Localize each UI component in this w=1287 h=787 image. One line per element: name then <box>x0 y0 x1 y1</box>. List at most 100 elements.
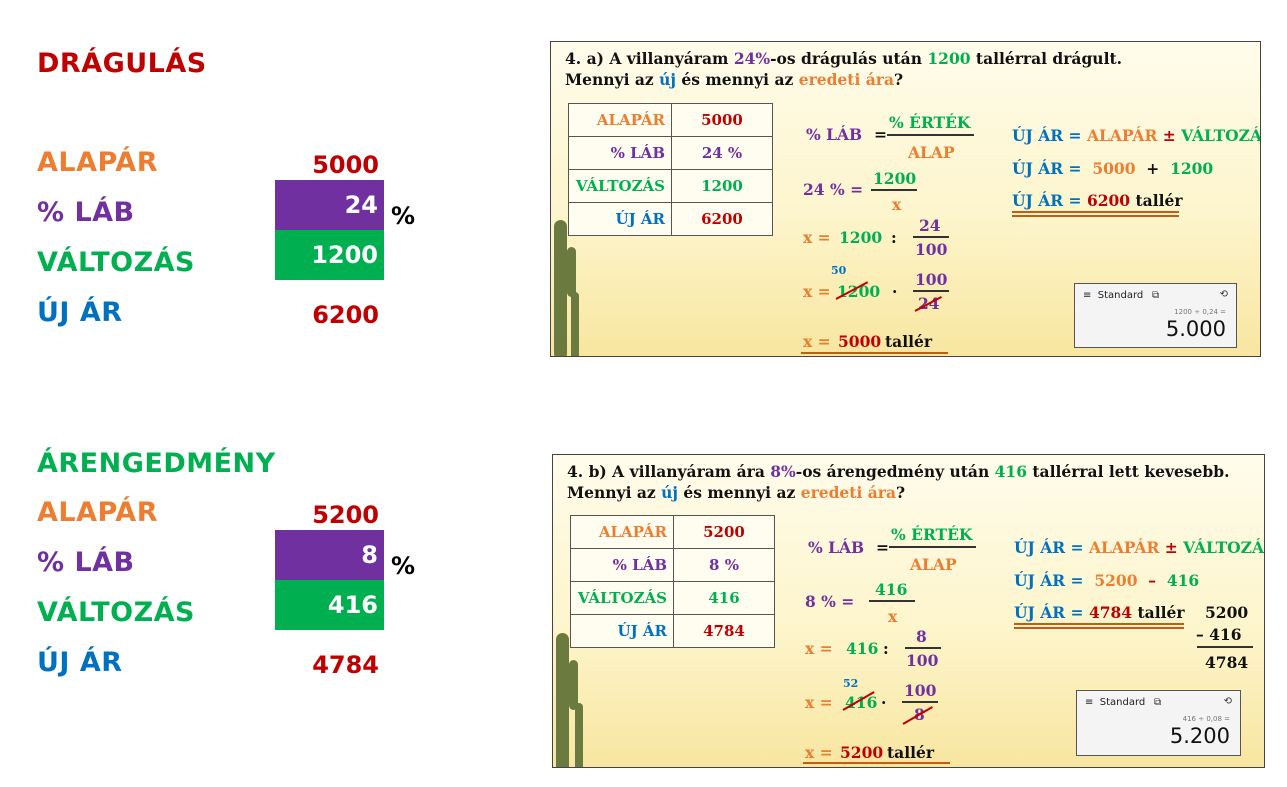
r-pm: ± <box>1164 538 1178 557</box>
eq1-den: x <box>892 195 902 214</box>
table-row: ALAPÁR 5200 <box>570 515 775 549</box>
value-alapar: 5200 <box>312 501 379 529</box>
slide-panel-a: 4. a) A villanyáram 24%-os drágulás után… <box>550 41 1261 357</box>
formula-eq: = <box>874 125 887 144</box>
slide-panel-b: 4. b) A villanyáram ára 8%-os árengedmén… <box>552 454 1265 768</box>
percent-sign: % <box>391 552 416 580</box>
history-icon[interactable]: ⟲ <box>1219 289 1228 300</box>
history-icon[interactable]: ⟲ <box>1223 696 1232 707</box>
r-label: ÚJ ÁR = <box>1012 191 1082 210</box>
table-row: % LÁB 8 % <box>570 548 775 582</box>
eq2-den: 100 <box>906 651 939 670</box>
result-unit: tallér <box>887 743 935 762</box>
eq3-x: x = <box>803 282 831 301</box>
result-value: 5200 <box>840 743 884 762</box>
calculator-result: 5.000 <box>1165 317 1226 341</box>
data-table: ALAPÁR 5000 % LÁB 24 % VÁLTOZÁS 1200 ÚJ ÁR 6… <box>568 103 773 236</box>
label-alapar: ALAPÁR <box>37 147 158 178</box>
keep-on-top-icon[interactable]: ⧉ <box>1154 697 1162 708</box>
q-text: és mennyi az <box>677 483 801 502</box>
r-b: 1200 <box>1170 159 1214 178</box>
r-a: 5200 <box>1094 571 1138 590</box>
q-text: 4. a) A villanyáram <box>565 49 734 68</box>
eq2-x: x = <box>803 228 831 247</box>
q-text: és mennyi az <box>675 70 799 89</box>
formula-den: ALAP <box>910 555 957 574</box>
eq2-op: : <box>883 639 889 658</box>
calc-line: ÚJ ÁR = 5000 + 1200 <box>1012 159 1213 178</box>
label-szazalekláb: % LÁB <box>37 197 135 228</box>
eq3-num: 100 <box>915 270 948 289</box>
eq2-op: : <box>891 228 897 247</box>
eq1-num: 416 <box>875 580 908 599</box>
underline <box>1014 623 1184 625</box>
question-line-2: Mennyi az új és mennyi az eredeti ára? <box>567 482 905 503</box>
table-value: 5000 <box>671 103 773 137</box>
eq3-x: x = <box>805 693 833 712</box>
q-text: Mennyi az <box>567 483 662 502</box>
fraction-bar <box>913 236 949 238</box>
r-label: ÚJ ÁR = <box>1012 126 1082 145</box>
keep-on-top-icon[interactable]: ⧉ <box>1152 290 1160 301</box>
eq3-small: 52 <box>843 677 859 690</box>
calculator-mode-label: Standard <box>1099 697 1146 708</box>
r-label: ÚJ ÁR = <box>1014 571 1084 590</box>
q-new: új <box>661 483 678 502</box>
q-amount: 416 <box>994 462 1027 481</box>
eq2-x: x = <box>805 639 833 658</box>
q-text: 4. b) A villanyáram ára <box>567 462 771 481</box>
heading-arengedmeny: ÁRENGEDMÉNY <box>37 448 276 479</box>
result-unit: tallér <box>885 332 933 351</box>
underline <box>801 356 948 357</box>
table-row: VÁLTOZÁS 416 <box>570 581 775 615</box>
formula-lab: % LÁB <box>806 125 863 144</box>
sub-bottom: – 416 <box>1196 625 1242 644</box>
formula-num: % ÉRTÉK <box>891 525 973 544</box>
input-szazalekláb[interactable]: 8 <box>275 530 384 580</box>
data-table: ALAPÁR 5200 % LÁB 8 % VÁLTOZÁS 416 ÚJ ÁR 478… <box>570 515 775 648</box>
r-base: ALAPÁR <box>1088 538 1160 557</box>
sub-top: 5200 <box>1205 603 1249 622</box>
table-value: 6200 <box>671 202 773 236</box>
r-label: ÚJ ÁR = <box>1014 603 1084 622</box>
eq2-den: 100 <box>915 240 948 259</box>
label-ujar: ÚJ ÁR <box>37 297 123 328</box>
table-row: ÚJ ÁR 4784 <box>570 614 775 648</box>
table-label: ALAPÁR <box>570 515 674 549</box>
underline <box>803 762 950 764</box>
eq3-num: 100 <box>904 681 937 700</box>
calculator-widget[interactable]: ≡ Standard ⧉ ⟲ 1200 ÷ 0,24 = 5.000 <box>1074 283 1237 348</box>
table-row: % LÁB 24 % <box>568 136 773 170</box>
table-label: VÁLTOZÁS <box>570 581 674 615</box>
calculator-mode[interactable]: ≡ Standard <box>1083 290 1144 301</box>
r-val: 4784 <box>1088 603 1133 622</box>
calc-line: ÚJ ÁR = 5200 – 416 <box>1014 571 1199 590</box>
calculator-mode[interactable]: ≡ Standard <box>1085 697 1146 708</box>
table-row: VÁLTOZÁS 1200 <box>568 169 773 203</box>
calculator-widget[interactable]: ≡ Standard ⧉ ⟲ 416 ÷ 0,08 = 5.200 <box>1076 690 1241 756</box>
eq1-left: 8 % = <box>805 592 855 611</box>
result-line: ÚJ ÁR = 4784 tallér <box>1014 603 1185 622</box>
r-val: 6200 <box>1086 191 1131 210</box>
q-text: ? <box>896 483 906 502</box>
calculator-expression: 1200 ÷ 0,24 = <box>1174 308 1226 316</box>
input-szazalekláb[interactable]: 24 <box>275 180 384 230</box>
r-op: + <box>1146 159 1160 178</box>
r-label: ÚJ ÁR = <box>1014 538 1084 557</box>
table-value: 416 <box>673 581 775 615</box>
eq2-a: 1200 <box>839 228 883 247</box>
input-valtozas[interactable]: 1200 <box>275 230 384 280</box>
eq3-op: · <box>881 693 887 712</box>
value-alapar: 5000 <box>312 151 379 179</box>
input-valtozas[interactable]: 416 <box>275 580 384 630</box>
q-text: Mennyi az <box>565 70 660 89</box>
r-op: – <box>1148 571 1157 590</box>
result-x: x = <box>805 743 833 762</box>
label-valtozas: VÁLTOZÁS <box>37 597 195 628</box>
eq2-num: 24 <box>919 216 941 235</box>
fraction-bar <box>905 647 941 649</box>
r-chg: VÁLTOZÁS <box>1181 126 1261 145</box>
underline <box>801 352 948 354</box>
table-row: ALAPÁR 5000 <box>568 103 773 137</box>
value-ujar: 6200 <box>312 301 379 329</box>
